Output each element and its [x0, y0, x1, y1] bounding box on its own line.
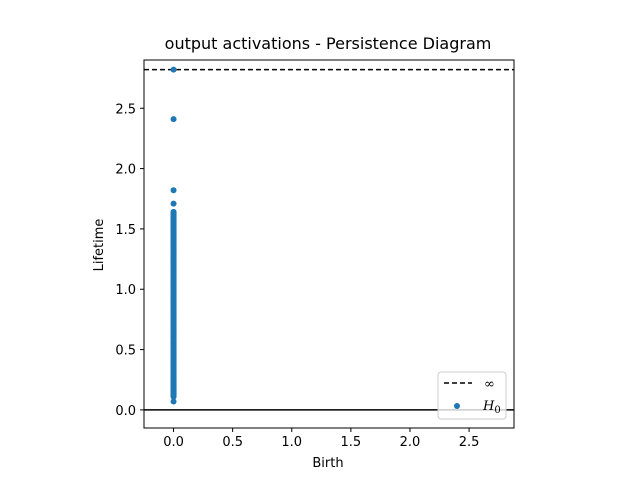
h0-point [170, 116, 177, 123]
x-tick-label: 2.0 [400, 435, 421, 450]
y-tick-label: 2.0 [115, 163, 136, 178]
y-tick-label: 1.0 [115, 283, 136, 298]
chart-title: output activations - Persistence Diagram [165, 34, 492, 53]
h0-point [170, 200, 177, 207]
y-tick-label: 0.5 [115, 344, 136, 359]
plot-frame [143, 59, 515, 429]
y-tick-label: 0.0 [115, 404, 136, 419]
y-axis-ticks: 0.0 0.5 1.0 1.5 2.0 2.5 [115, 102, 144, 419]
x-tick-label: 1.0 [281, 435, 302, 450]
legend: ∞ H0 [437, 371, 507, 420]
legend-h0-subscript: 0 [494, 405, 500, 416]
legend-h0-label: H0 [482, 399, 501, 416]
h0-point [170, 187, 177, 194]
y-tick-label: 1.5 [115, 223, 136, 238]
plot-area [143, 59, 515, 429]
y-axis-label: Lifetime [92, 219, 107, 272]
legend-infinity-label: ∞ [484, 377, 495, 392]
h0-point [170, 66, 177, 73]
x-tick-label: 2.5 [459, 435, 480, 450]
x-tick-label: 0.0 [163, 435, 184, 450]
y-tick-label: 2.5 [115, 102, 136, 117]
legend-h0-swatch [454, 403, 460, 409]
x-tick-label: 0.5 [222, 435, 243, 450]
legend-h0-letter: H [482, 399, 495, 414]
x-axis-label: Birth [312, 456, 343, 471]
x-axis-ticks: 0.0 0.5 1.0 1.5 2.0 2.5 [163, 428, 479, 450]
x-tick-label: 1.5 [341, 435, 362, 450]
h0-point [170, 398, 177, 405]
